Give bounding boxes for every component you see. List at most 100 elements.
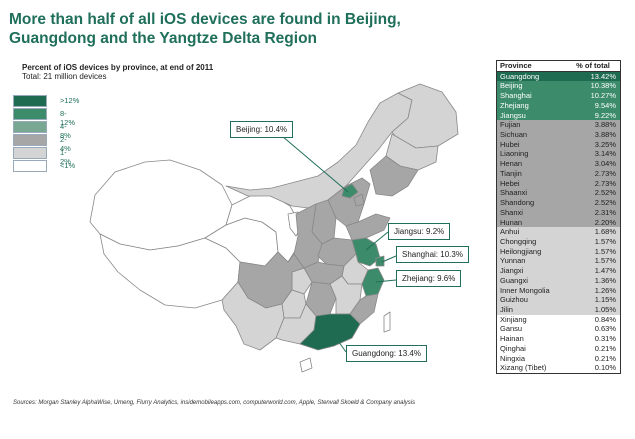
table-row: Anhui 1.68% [497, 227, 620, 237]
table-row: Chongqing 1.57% [497, 236, 620, 247]
cell-province: Tianjin [500, 168, 522, 178]
cell-pct: 0.31% [594, 334, 616, 344]
cell-pct: 3.14% [594, 149, 616, 159]
cell-province: Shaanxi [500, 188, 528, 198]
cell-pct: 1.57% [594, 236, 616, 246]
legend-swatch [13, 147, 47, 159]
table-body: Guangdong 13.42% Beijing 10.38% Shanghai 10.2… [497, 71, 620, 373]
cell-pct: 2.52% [594, 198, 616, 208]
cell-province: Guangxi [500, 275, 528, 285]
cell-pct: 9.22% [594, 110, 616, 120]
table-row: Jilin 1.05% [497, 304, 620, 315]
province-yunnan [221, 281, 285, 351]
cell-pct: 3.25% [594, 139, 616, 149]
table-row: Inner Mongolia 1.26% [497, 285, 620, 296]
cell-province: Shandong [500, 198, 535, 208]
province-beijing [341, 183, 359, 199]
cell-province: Shanxi [500, 207, 523, 217]
table-row: Guangxi 1.36% [497, 275, 620, 286]
table-row: Liaoning 3.14% [497, 149, 620, 160]
cell-province: Henan [500, 159, 523, 169]
table-row: Ningxia 0.21% [497, 353, 620, 364]
sources-note: Sources: Morgan Stanley AlphaWise, Umeng… [13, 400, 416, 406]
table-row: Gansu 0.63% [497, 324, 620, 335]
cell-pct: 1.57% [594, 246, 616, 256]
cell-pct: 9.54% [594, 100, 616, 110]
cell-pct: 0.21% [594, 353, 616, 363]
table-row: Guangdong 13.42% [497, 71, 620, 82]
table-row: Qinghai 0.21% [497, 343, 620, 354]
callout-leader-guangdong [335, 337, 347, 353]
table-row: Yunnan 1.57% [497, 256, 620, 267]
table-row: Xizang (Tibet) 0.10% [497, 363, 620, 373]
table-row: Fujian 3.88% [497, 120, 620, 131]
cell-province: Jiangxi [500, 266, 524, 276]
cell-province: Hainan [500, 334, 524, 344]
table-row: Zhejiang 9.54% [497, 100, 620, 111]
cell-pct: 2.20% [594, 217, 616, 227]
cell-province: Yunnan [500, 256, 526, 266]
province-hainan [299, 357, 313, 373]
legend-swatch [13, 95, 47, 107]
cell-pct: 3.88% [594, 120, 616, 130]
cell-pct: 1.47% [594, 266, 616, 276]
cell-province: Xinjiang [500, 314, 527, 324]
province-tianjin [353, 193, 365, 207]
cell-province: Xizang (Tibet) [500, 363, 547, 373]
cell-pct: 13.42% [590, 71, 616, 81]
island-taiwan [383, 311, 391, 333]
cell-province: Heilongjiang [500, 246, 542, 256]
cell-pct: 0.84% [594, 314, 616, 324]
callout-leader-jiangsu [365, 231, 389, 251]
callout-leader-beijing [281, 135, 349, 193]
table-header: Province % of total [497, 61, 620, 72]
callout-leader-zhejiang [375, 279, 397, 283]
cell-pct: 1.57% [594, 256, 616, 266]
legend-label: 4-8% [60, 122, 71, 140]
cell-pct: 1.36% [594, 275, 616, 285]
cell-province: Jilin [500, 304, 513, 314]
callout-leader-shanghai [381, 255, 397, 263]
legend-label: 2-4% [60, 135, 71, 153]
cell-province: Fujian [500, 120, 521, 130]
province-guangdong [299, 313, 361, 351]
legend-swatch [13, 160, 47, 172]
table-row: Jiangxi 1.47% [497, 266, 620, 276]
cell-pct: 0.10% [594, 363, 616, 373]
table-row: Hainan 0.31% [497, 334, 620, 344]
cell-province: Hunan [500, 217, 523, 227]
cell-province: Ningxia [500, 353, 526, 363]
table-row: Hubei 3.25% [497, 139, 620, 150]
page-title: More than half of all iOS devices are fo… [9, 11, 401, 47]
province-table: Province % of total Guangdong 13.42% Beiji… [496, 60, 621, 374]
cell-pct: 10.38% [590, 81, 616, 91]
table-row: Shandong 2.52% [497, 198, 620, 208]
cell-pct: 1.68% [594, 227, 616, 237]
cell-province: Inner Mongolia [500, 285, 550, 295]
table-row: Beijing 10.38% [497, 81, 620, 92]
cell-pct: 3.88% [594, 130, 616, 140]
callout-zhejiang: Zhejiang: 9.6% [396, 270, 462, 287]
cell-province: Sichuan [500, 130, 528, 140]
legend-label: <1% [60, 161, 76, 170]
cell-province: Hubei [500, 139, 520, 149]
cell-province: Chongqing [500, 236, 537, 246]
cell-province: Qinghai [500, 343, 526, 353]
cell-pct: 2.31% [594, 207, 616, 217]
cell-province: Liaoning [500, 149, 529, 159]
legend-swatch [13, 121, 47, 133]
table-row: Hunan 2.20% [497, 217, 620, 228]
legend-swatch [13, 108, 47, 120]
callout-jiangsu: Jiangsu: 9.2% [388, 223, 451, 240]
cell-province: Zhejiang [500, 100, 529, 110]
cell-province: Hebei [500, 178, 520, 188]
cell-pct: 10.27% [590, 91, 616, 101]
table-row: Hebei 2.73% [497, 178, 620, 189]
cell-pct: 1.26% [594, 285, 616, 295]
cell-pct: 1.05% [594, 304, 616, 314]
column-header-pct: % of total [576, 61, 610, 70]
legend-label: 8-12% [60, 109, 76, 127]
legend-label: 1-2% [60, 148, 71, 166]
cell-pct: 1.15% [594, 295, 616, 305]
